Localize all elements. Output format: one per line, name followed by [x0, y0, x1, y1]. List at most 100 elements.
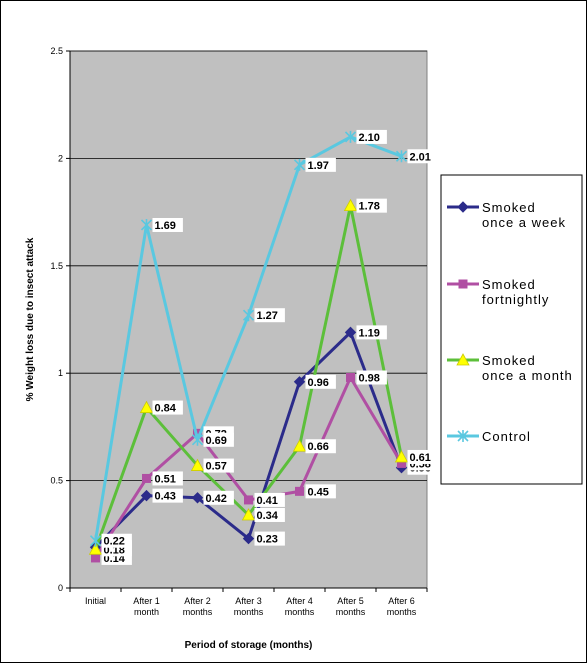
data-label: 0.98 [359, 372, 380, 384]
data-label-bg [254, 492, 285, 507]
y-tick-label: 2.5 [50, 46, 63, 56]
data-point [190, 458, 205, 471]
data-label-bg [407, 149, 438, 164]
data-label: 0.69 [206, 435, 227, 447]
x-tick-label: After 4 months [285, 596, 315, 617]
data-label-bg [152, 471, 183, 486]
data-label: 0.96 [308, 377, 329, 389]
data-label: 0.34 [257, 510, 279, 522]
data-label: 1.27 [257, 310, 278, 322]
data-label: 1.97 [308, 160, 329, 172]
data-label: 0.41 [257, 495, 278, 507]
x-axis-title: Period of storage (months) [185, 640, 313, 651]
series-2 [88, 198, 409, 555]
y-tick-label: 2 [58, 153, 63, 163]
legend-item-3: Control [447, 429, 531, 444]
legend-label-line: once a month [482, 368, 573, 383]
x-tick-label-line: months [387, 607, 417, 617]
data-point [191, 433, 204, 446]
data-label-bg [305, 484, 336, 499]
y-tick-label: 1 [58, 368, 63, 378]
data-label-bg [356, 129, 387, 144]
x-tick-label: After 6 months [387, 596, 417, 617]
legend-item-1: Smoked fortnightly [447, 277, 549, 307]
data-label-bg [356, 198, 387, 213]
legend-box [440, 174, 583, 485]
x-tick-label-line: After 1 [133, 596, 160, 606]
data-label-bg [356, 325, 387, 340]
data-label-bg [152, 400, 183, 415]
data-point [293, 376, 306, 388]
data-label: 0.23 [257, 534, 278, 546]
legend-label-line: Smoked [482, 200, 536, 215]
x-tick-label: Initial [85, 596, 106, 606]
data-label-bg [203, 490, 234, 505]
legend-label-line: fortnightly [482, 292, 549, 307]
data-point [191, 492, 204, 504]
y-tick-label: 0.5 [50, 476, 63, 486]
x-tick-label-line: After 4 [286, 596, 313, 606]
data-point [88, 542, 103, 555]
data-label-bg [101, 533, 132, 548]
data-point [140, 218, 153, 231]
data-label-bg [203, 458, 234, 473]
data-point [395, 150, 408, 163]
legend-label: Smoked once a month [482, 353, 573, 383]
data-label-bg [356, 370, 387, 385]
series-lines [88, 130, 409, 563]
data-point [140, 489, 153, 502]
data-point [292, 439, 307, 452]
data-label: 1.78 [359, 201, 380, 213]
data-label: 1.69 [155, 220, 176, 232]
y-axis-title: % Weight loss due to insect attack [25, 237, 36, 401]
data-label: 1.19 [359, 327, 380, 339]
data-label: 0.43 [155, 491, 176, 503]
data-label-bg [152, 488, 183, 503]
data-label: 0.66 [308, 441, 329, 453]
data-label: 0.57 [206, 461, 227, 473]
legend-marker [456, 353, 470, 366]
legend-label-line: Control [482, 429, 531, 444]
legend-marker [457, 201, 469, 213]
data-label: 0.45 [308, 486, 329, 498]
legend-marker [458, 279, 468, 289]
data-point [142, 473, 151, 483]
data-label-bg [254, 531, 285, 546]
data-point [244, 495, 253, 505]
data-label-bg [152, 217, 183, 232]
legend-item-0: Smoked once a week [447, 200, 565, 230]
data-point [242, 532, 255, 545]
x-tick-label-line: After 5 [337, 596, 364, 606]
data-label: 0.42 [206, 493, 227, 505]
x-tick-label: After 3 months [234, 596, 264, 617]
data-point [91, 553, 100, 563]
x-tick-label-line: After 2 [184, 596, 211, 606]
data-label: 0.51 [155, 473, 176, 485]
x-tick-label: After 2 months [183, 596, 213, 617]
data-label-bg [407, 449, 438, 464]
data-point [139, 400, 154, 413]
y-tick-label: 0 [58, 583, 63, 593]
data-point [293, 158, 306, 171]
data-label-bg [254, 507, 285, 522]
data-point [89, 534, 102, 547]
data-label: 0.22 [104, 536, 125, 548]
x-tick-label-line: After 3 [235, 596, 262, 606]
legend-label-line: Smoked [482, 353, 536, 368]
x-tick-label-line: months [234, 607, 264, 617]
y-tick-label: 1.5 [50, 261, 63, 271]
data-label-bg [305, 374, 336, 389]
x-tick-label: After 1 month [133, 596, 160, 617]
gridlines [70, 50, 427, 482]
data-point [343, 198, 358, 212]
data-point [241, 508, 256, 521]
data-point [242, 309, 255, 322]
x-tick-label-line: months [183, 607, 213, 617]
data-label-bg [203, 432, 234, 447]
x-tick-label-line: months [336, 607, 366, 617]
x-tick-label-line: month [134, 607, 159, 617]
